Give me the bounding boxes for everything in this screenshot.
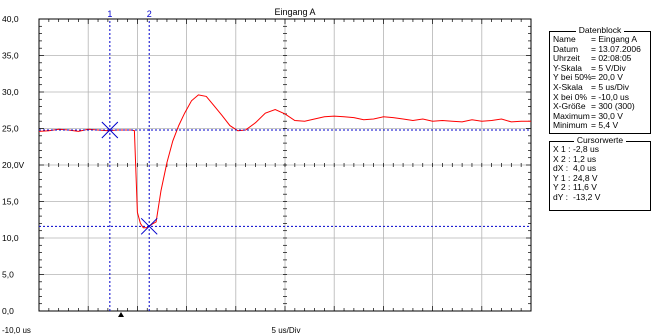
datenblock-rows: Name = Eingang A Datum = 13.07.2006 Uhrzeit =… (553, 34, 650, 131)
datenblock-row: Datum = 13.07.2006 (553, 43, 650, 55)
cursorwerte-row: X 2 :1,2 us (553, 153, 650, 165)
cursor-label: 2 (147, 9, 152, 19)
datenblock-value: = Eingang A (591, 34, 638, 44)
datenblock-key: Minimum (553, 120, 588, 131)
cursorwerte-row: Y 1 :24,8 V (553, 172, 650, 184)
cursorwerte-row: dX : 4,0 us (553, 164, 650, 174)
datenblock-row: Y-Skala = 5 V/Div (553, 62, 650, 74)
datenblock-row: X-Größe = 300 (300) (553, 102, 650, 112)
cursor-label: 1 (107, 9, 112, 19)
y-axis-labels: 40,0 35,0 30,0 25,0 20,0V 15,0 10,0 5,0 0,0 (2, 14, 25, 316)
datenblock-key: Name (553, 34, 576, 44)
cursorwerte-key: dX : (553, 163, 569, 174)
cursorwerte-value: -13,2 V (573, 191, 601, 202)
datenblock-value: = 30,0 V (591, 110, 623, 121)
cursor-cross-icon[interactable] (140, 217, 158, 235)
datenblock-key: Datum (553, 43, 579, 54)
chart-title: Eingang A (274, 7, 315, 17)
cursorwerte-key: Y 1 : (553, 172, 571, 183)
datenblock-value: = 20,0 V (591, 72, 623, 83)
datenblock-value: = -10,0 us (591, 91, 630, 102)
y-tick-label: 5,0 (2, 270, 14, 280)
trigger-marker-icon (118, 312, 124, 317)
datenblock-key: X-Skala (553, 81, 583, 92)
cursorwerte-rows: X 1 : -2,8 us X 2 :1,2 us dX :4,0 us Y 1 :24… (553, 144, 650, 203)
oscilloscope-chart: Eingang A 40,035,030,025,020,0V15,010,05… (2, 7, 532, 335)
cursorwerte-value: -2,8 us (573, 144, 599, 154)
datenblock-row: X-Skala = 5 us/Div (553, 81, 650, 93)
cursorwerte-key: X 2 : (553, 153, 571, 164)
cursorwerte-value: 1,2 us (573, 153, 597, 164)
datenblock-value: = 300 (300) (591, 101, 635, 112)
datenblock-key: Maximum (553, 110, 590, 121)
y-tick-label: 10,0 (2, 233, 19, 243)
datenblock-key: Y bei 50% (553, 72, 592, 83)
y-tick-label: 0,0 (2, 306, 14, 316)
y-tick-label: 40,0 (2, 14, 19, 24)
cursorwerte-value: 4,0 us (573, 163, 597, 174)
y-tick-label: 35,0 (2, 51, 19, 61)
datenblock-value: = 5 us/Div (591, 81, 630, 92)
cursor-cross-icon[interactable] (101, 121, 119, 139)
datenblock-value: = 13.07.2006 (591, 43, 641, 54)
cursorwerte-panel: Cursorwerte X 1 : -2,8 us X 2 :1,2 us dX :4… (549, 135, 651, 211)
datenblock-key: X bei 0% (553, 91, 588, 102)
cursorwerte-row: X 1 : -2,8 us (553, 144, 650, 155)
datenblock-key: X-Größe (553, 101, 586, 112)
cursorwerte-header: Cursorwerte (573, 135, 627, 145)
tick-marks (38, 18, 532, 312)
x-scale-label: 5 us/Div (272, 326, 301, 335)
datenblock-row: Name = Eingang A (553, 34, 650, 45)
y-tick-label: 25,0 (2, 124, 19, 134)
cursorwerte-row: dY : -13,2 V (553, 191, 650, 203)
datenblock-row: Uhrzeit = 02:08:05 (553, 54, 650, 64)
datenblock-value: = 02:08:05 (591, 53, 632, 64)
y-tick-label: 20,0V (2, 160, 25, 170)
datenblock-key: Uhrzeit (553, 53, 580, 64)
datenblock-header: Datenblock (575, 25, 625, 35)
cursorwerte-row: Y 2 :11,6 V (553, 183, 650, 193)
datenblock-row: Minimum = 5,4 V (553, 121, 650, 131)
x-start-label: -10,0 us (2, 326, 31, 335)
cursorwerte-key: Y 2 : (553, 182, 571, 193)
datenblock-row: Maximum = 30,0 V (553, 110, 650, 122)
cursorwerte-value: 11,6 V (573, 182, 597, 193)
datenblock-key: Y-Skala (553, 62, 582, 73)
y-tick-label: 15,0 (2, 197, 19, 207)
datenblock-value: = 5 V/Div (591, 62, 626, 73)
datenblock-row: Y bei 50% = 20,0 V (553, 73, 650, 83)
cursorwerte-value: 24,8 V (573, 172, 598, 183)
datenblock-row: X bei 0% = -10,0 us (553, 91, 650, 103)
cursorwerte-key: X 1 : (553, 144, 571, 154)
y-tick-label: 30,0 (2, 87, 19, 97)
cursorwerte-key: dY : (553, 191, 568, 202)
datenblock-panel: Datenblock Name = Eingang A Datum = 13.07.2… (549, 25, 651, 134)
datenblock-value: = 5,4 V (591, 120, 619, 131)
